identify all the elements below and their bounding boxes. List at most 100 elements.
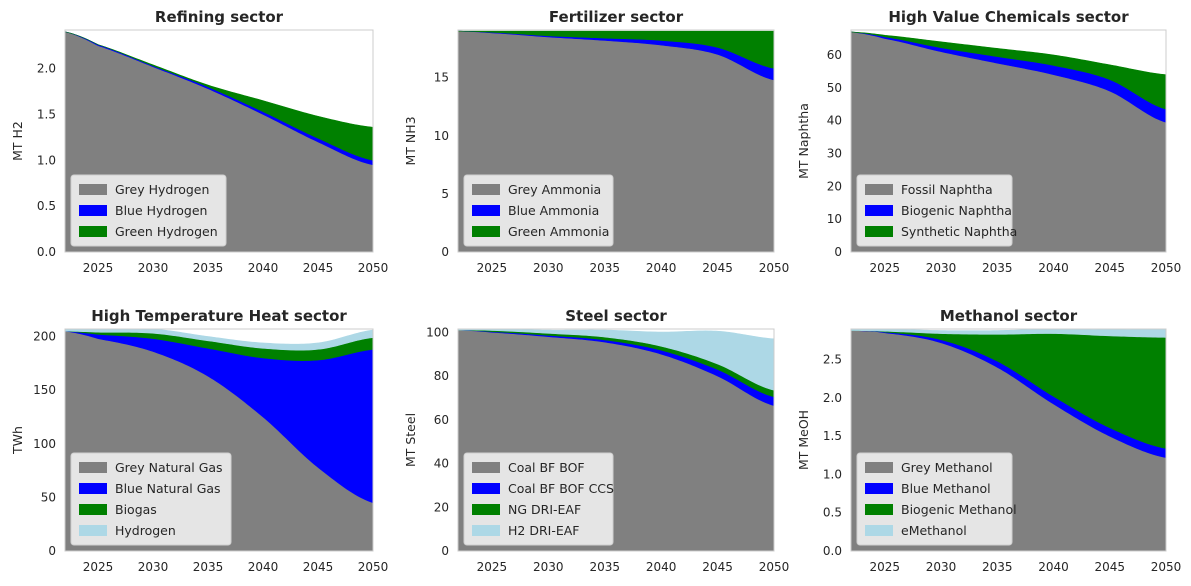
legend-box (70, 452, 232, 546)
y-tick-label: 5 (441, 187, 449, 201)
y-tick-label: 0 (48, 544, 56, 558)
x-tick-label: 2040 (646, 560, 677, 574)
legend-swatch (865, 483, 893, 494)
x-tick-label: 2025 (83, 261, 114, 275)
legend-box (463, 174, 614, 247)
y-tick-label: 0.5 (37, 199, 56, 213)
y-tick-label: 2.0 (37, 62, 56, 76)
legend-label: Coal BF BOF (508, 460, 585, 475)
x-tick-label: 2040 (1038, 560, 1069, 574)
legend-swatch (472, 504, 500, 515)
chart-title: High Value Chemicals sector (888, 8, 1129, 26)
y-axis-label: MT Steel (403, 413, 418, 467)
chart-title: Refining sector (155, 8, 284, 26)
x-tick-label: 2035 (589, 261, 620, 275)
y-tick-label: 20 (827, 179, 842, 193)
y-tick-label: 10 (434, 129, 449, 143)
y-tick-label: 10 (827, 212, 842, 226)
chart-title: Methanol sector (940, 307, 1078, 325)
x-tick-label: 2050 (1151, 261, 1182, 275)
x-tick-label: 2030 (533, 261, 564, 275)
x-tick-label: 2045 (1094, 261, 1125, 275)
legend-label: Fossil Naphtha (901, 182, 993, 197)
legend-box (463, 452, 614, 546)
legend-label: Green Ammonia (508, 224, 609, 239)
legend-swatch (79, 184, 107, 195)
legend-swatch (79, 504, 107, 515)
area-h2-dri-eaf (458, 329, 774, 391)
legend: Grey Hydrogen Blue Hydrogen Green Hydrogen (70, 174, 227, 247)
area-green-ammonia (458, 30, 774, 69)
x-tick-label: 2050 (1151, 560, 1182, 574)
legend-swatch (79, 462, 107, 473)
y-tick-label: 0 (441, 544, 449, 558)
legend-swatch (79, 226, 107, 237)
x-tick-label: 2025 (83, 560, 114, 574)
y-tick-label: 60 (827, 48, 842, 62)
y-tick-label: 1.0 (37, 153, 56, 167)
legend-label: Synthetic Naphtha (901, 224, 1017, 239)
legend-swatch (472, 205, 500, 216)
x-tick-label: 2035 (982, 261, 1013, 275)
chart-panel-1: Refining sector 2025 2030 2035 2040 2045 2050 0… (10, 8, 388, 275)
x-tick-label: 2035 (193, 261, 224, 275)
chart-panel-2: Fertilizer sector 2025 2030 2035 2040 2045 205… (403, 8, 789, 275)
y-tick-label: 1.5 (37, 107, 56, 121)
chart-title: Fertilizer sector (549, 8, 684, 26)
area-synthetic-naphtha (851, 31, 1166, 110)
legend-swatch (865, 525, 893, 536)
y-tick-label: 0 (834, 245, 842, 259)
legend-label: Biogas (115, 502, 157, 517)
y-tick-label: 0 (441, 245, 449, 259)
x-tick-label: 2030 (926, 560, 957, 574)
legend-swatch (865, 462, 893, 473)
y-tick-label: 100 (33, 437, 56, 451)
plot-frame (850, 328, 1167, 552)
x-tick-label: 2030 (138, 560, 169, 574)
legend-swatch (79, 205, 107, 216)
y-tick-label: 15 (434, 71, 449, 85)
y-tick-label: 0.0 (823, 544, 842, 558)
x-tick-label: 2025 (477, 560, 508, 574)
legend-swatch (79, 483, 107, 494)
x-tick-label: 2045 (1094, 560, 1125, 574)
legend-label: Grey Ammonia (508, 182, 601, 197)
y-tick-label: 2.0 (823, 391, 842, 405)
x-tick-label: 2040 (1038, 261, 1069, 275)
y-axis-label: MT Naphtha (796, 103, 811, 179)
legend-label: NG DRI-EAF (508, 502, 581, 517)
legend-label: Biogenic Methanol (901, 502, 1017, 517)
area-emethanol (851, 329, 1166, 338)
legend-label: eMethanol (901, 523, 967, 538)
x-tick-label: 2030 (138, 261, 169, 275)
legend-label: Biogenic Naphtha (901, 203, 1012, 218)
legend-swatch (472, 462, 500, 473)
legend-box (856, 174, 1013, 247)
x-tick-label: 2050 (759, 560, 790, 574)
chart-panel-4: High Temperature Heat sector 2025 2030 2035… (10, 307, 388, 574)
y-tick-label: 50 (827, 81, 842, 95)
legend-box (856, 452, 1013, 546)
y-tick-label: 0.5 (823, 506, 842, 520)
y-tick-label: 100 (426, 325, 449, 339)
legend-label: Blue Hydrogen (115, 203, 207, 218)
y-tick-label: 0.0 (37, 245, 56, 259)
chart-panel-6: Methanol sector 2025 2030 2035 2040 2045 2050 0… (796, 307, 1181, 574)
x-tick-label: 2025 (869, 560, 900, 574)
legend-swatch (865, 205, 893, 216)
x-tick-label: 2045 (702, 261, 733, 275)
x-tick-label: 2040 (248, 560, 279, 574)
chart-title: High Temperature Heat sector (91, 307, 347, 325)
legend-swatch (472, 226, 500, 237)
x-tick-label: 2030 (926, 261, 957, 275)
y-tick-label: 40 (827, 114, 842, 128)
legend-label: Grey Natural Gas (115, 460, 223, 475)
legend-swatch (865, 184, 893, 195)
legend-label: Blue Natural Gas (115, 481, 221, 496)
legend-swatch (472, 483, 500, 494)
y-tick-label: 60 (434, 413, 449, 427)
legend-label: Blue Ammonia (508, 203, 599, 218)
plot-frame (850, 29, 1167, 253)
y-axis-label: MT NH3 (403, 116, 418, 165)
